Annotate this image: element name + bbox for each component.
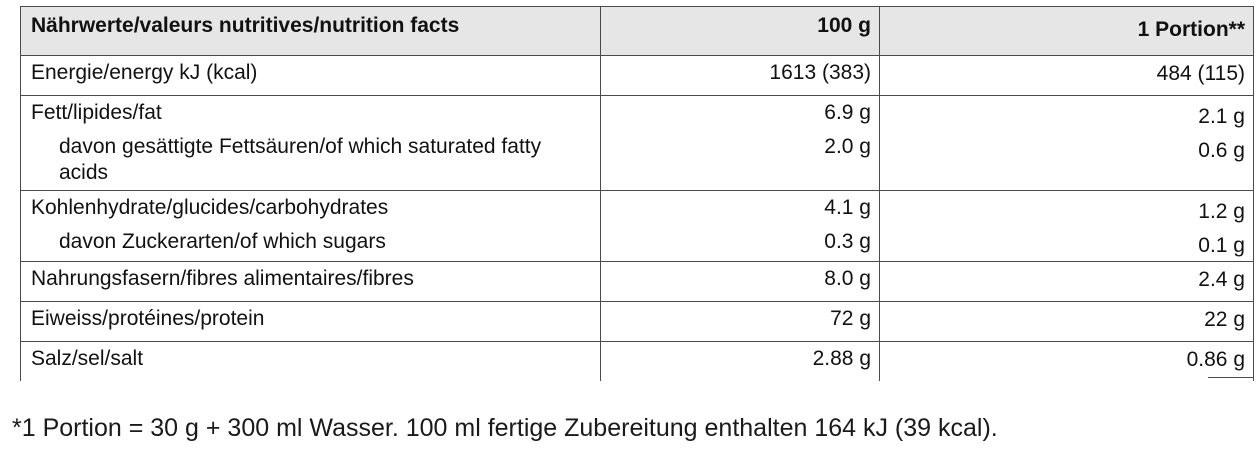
table-row-protein: Eiweiss/protéines/protein 72 g 22 g	[20, 301, 1254, 342]
header-per-portion: 1 Portion**	[879, 6, 1254, 56]
row-value-100g: 1613 (383)	[600, 55, 880, 96]
row-value-portion: 22 g	[879, 301, 1254, 342]
row-label: Fett/lipides/fat	[20, 95, 601, 130]
table-row-energy: Energie/energy kJ (kcal) 1613 (383) 484 …	[20, 55, 1254, 96]
row-value-portion: 2.4 g	[879, 261, 1254, 302]
row-label: Nahrungsfasern/fibres alimentaires/fibre…	[20, 261, 601, 302]
row-label: davon gesättigte Fettsäuren/of which sat…	[20, 130, 601, 191]
table-row-fat: Fett/lipides/fat 6.9 g 2.1 g	[20, 95, 1254, 130]
row-value-portion: 0.86 g	[879, 341, 1254, 381]
row-value-100g: 2.88 g	[600, 341, 880, 381]
row-value-100g: 8.0 g	[600, 261, 880, 302]
header-per-100g: 100 g	[600, 6, 880, 56]
row-value-100g: 2.0 g	[600, 130, 880, 191]
table-bottom-rule	[1208, 377, 1253, 378]
table-row-sugars: davon Zuckerarten/of which sugars 0.3 g …	[20, 225, 1254, 262]
nutrition-table: Nährwerte/valeurs nutritives/nutrition f…	[20, 6, 1254, 381]
nutrition-table-container: Nährwerte/valeurs nutritives/nutrition f…	[20, 6, 1254, 381]
row-label: Kohlenhydrate/glucides/carbohydrates	[20, 190, 601, 225]
row-label: Salz/sel/salt	[20, 341, 601, 381]
row-value-100g: 72 g	[600, 301, 880, 342]
portion-footnote: *1 Portion = 30 g + 300 ml Wasser. 100 m…	[12, 414, 998, 442]
row-value-portion: 484 (115)	[879, 55, 1254, 96]
row-value-portion: 1.2 g	[879, 190, 1254, 225]
table-row-fibres: Nahrungsfasern/fibres alimentaires/fibre…	[20, 261, 1254, 302]
row-label: Energie/energy kJ (kcal)	[20, 55, 601, 96]
table-row-saturated-fat: davon gesättigte Fettsäuren/of which sat…	[20, 130, 1254, 191]
row-value-100g: 6.9 g	[600, 95, 880, 130]
row-value-portion: 0.1 g	[879, 225, 1254, 262]
row-value-100g: 0.3 g	[600, 225, 880, 262]
table-header-row: Nährwerte/valeurs nutritives/nutrition f…	[20, 6, 1254, 56]
row-value-portion: 2.1 g	[879, 95, 1254, 130]
row-label: Eiweiss/protéines/protein	[20, 301, 601, 342]
row-value-100g: 4.1 g	[600, 190, 880, 225]
row-value-portion: 0.6 g	[879, 130, 1254, 191]
table-row-salt: Salz/sel/salt 2.88 g 0.86 g	[20, 341, 1254, 381]
row-label: davon Zuckerarten/of which sugars	[20, 225, 601, 262]
header-nutrient: Nährwerte/valeurs nutritives/nutrition f…	[20, 6, 601, 56]
table-row-carbohydrates: Kohlenhydrate/glucides/carbohydrates 4.1…	[20, 190, 1254, 225]
